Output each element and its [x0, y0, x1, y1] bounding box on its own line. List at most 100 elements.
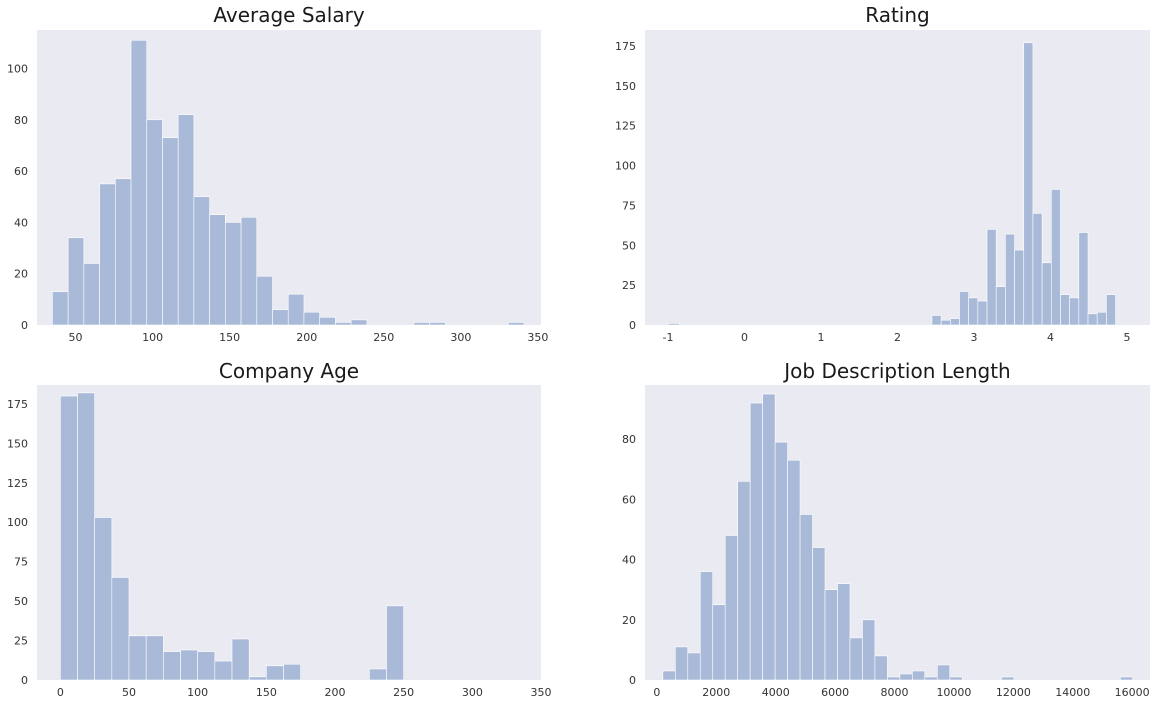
y-tick-label: 125 — [615, 120, 636, 133]
x-tick-label: 3 — [971, 331, 978, 344]
histogram-bar — [177, 114, 195, 326]
histogram-bar — [724, 535, 738, 681]
y-tick-label: 125 — [7, 477, 28, 490]
histogram-bar — [959, 291, 969, 326]
histogram-bar — [128, 635, 147, 681]
histogram-bar — [256, 275, 273, 326]
histogram-bar — [283, 663, 301, 681]
x-tick-label: 250 — [373, 331, 394, 344]
y-tick-label: 175 — [7, 398, 28, 411]
histogram-bar — [912, 670, 926, 681]
histogram-bar — [111, 577, 130, 681]
x-tick-label: 350 — [527, 331, 548, 344]
histogram-bar — [687, 652, 701, 681]
x-tick-label: 200 — [325, 686, 346, 699]
x-tick-label: 50 — [122, 686, 136, 699]
x-tick-label: 2 — [894, 331, 901, 344]
y-tick-label: 100 — [7, 516, 28, 529]
histogram-bar — [335, 322, 352, 326]
histogram-bar — [67, 237, 85, 326]
histogram-bar — [1087, 313, 1098, 326]
histogram-bar — [413, 322, 431, 326]
histogram-bar — [1069, 297, 1080, 326]
histogram-bar — [180, 649, 198, 681]
histogram-bar — [162, 137, 179, 326]
histogram-bar — [508, 322, 525, 326]
y-tick-label: 0 — [21, 674, 28, 687]
histogram-bar — [874, 655, 888, 681]
histogram-bar — [52, 291, 69, 326]
histogram-bar — [749, 402, 763, 681]
x-tick-label: 8000 — [881, 686, 909, 699]
y-tick-label: 60 — [14, 165, 28, 178]
panel-rating: Rating -1 0 1 2 3 4 5 0 25 50 75 100 125 150 175 — [600, 0, 1158, 350]
histogram-bar — [1050, 189, 1061, 326]
plot-area — [645, 30, 1150, 325]
histogram-bar — [1060, 294, 1070, 326]
y-tick-label: 50 — [14, 595, 28, 608]
panel-average-salary: Average Salary 50 100 150 200 250 300 350 0 20 40… — [0, 0, 560, 350]
histogram-average-salary: 50 100 150 200 250 300 350 0 20 40 60 80 100 — [7, 30, 548, 344]
y-tick-label: 0 — [21, 319, 28, 332]
histogram-bar — [60, 395, 78, 681]
y-tick-label: 20 — [622, 614, 636, 627]
histogram-bar — [774, 441, 788, 681]
histogram-bar — [1096, 311, 1107, 326]
y-tick-label: 0 — [629, 674, 636, 687]
y-tick-label: 175 — [615, 40, 636, 53]
y-tick-label: 40 — [14, 216, 28, 229]
y-tick-label: 100 — [615, 160, 636, 173]
histogram-bar — [1119, 676, 1134, 681]
histogram-bar — [924, 676, 938, 681]
histogram-bar — [272, 309, 289, 326]
histogram-bar — [887, 676, 901, 681]
histogram-bar — [193, 196, 210, 326]
x-tick-label: -1 — [662, 331, 673, 344]
x-tick-label: 4000 — [762, 686, 790, 699]
histogram-bar — [130, 39, 148, 326]
x-tick-label: 300 — [462, 686, 483, 699]
chart-title: Rating — [865, 3, 930, 27]
histogram-bar — [862, 619, 876, 681]
histogram-bar — [1005, 233, 1015, 326]
histogram-bar — [824, 589, 838, 681]
x-tick-label: 14000 — [1055, 686, 1090, 699]
y-tick-label: 25 — [14, 635, 28, 648]
histogram-bar — [319, 317, 336, 326]
y-tick-label: 40 — [622, 554, 636, 567]
x-tick-label: 10000 — [936, 686, 971, 699]
histogram-bar — [386, 605, 404, 681]
histogram-bar — [1001, 676, 1015, 681]
x-tick-label: 250 — [393, 686, 414, 699]
histogram-bar — [1106, 294, 1116, 326]
histogram-bar — [737, 481, 751, 681]
histogram-bar — [1023, 42, 1034, 326]
histogram-bar — [667, 323, 680, 326]
histogram-bar — [1078, 232, 1089, 326]
histogram-bar — [214, 660, 233, 681]
histogram-bar — [1041, 262, 1052, 326]
histogram-bar — [949, 676, 963, 681]
histogram-bar — [350, 319, 368, 326]
x-tick-label: 4 — [1047, 331, 1054, 344]
x-tick-label: 0 — [57, 686, 64, 699]
x-tick-label: 5 — [1124, 331, 1131, 344]
chart-title: Company Age — [218, 359, 360, 383]
x-tick-label: 300 — [450, 331, 471, 344]
histogram-bar — [240, 216, 258, 326]
x-tick-label: 150 — [219, 331, 240, 344]
x-tick-label: 200 — [296, 331, 317, 344]
histogram-bar — [762, 393, 776, 681]
histogram-bar — [94, 517, 113, 681]
histogram-bar — [145, 635, 164, 681]
histogram-bar — [849, 637, 863, 681]
y-tick-label: 60 — [622, 493, 636, 506]
histogram-job-description-length: 0 2000 4000 6000 8000 10000 12000 14000 16000 0 20… — [622, 385, 1150, 699]
y-tick-label: 20 — [14, 268, 28, 281]
histogram-bar — [146, 119, 163, 326]
histogram-bar — [699, 571, 714, 681]
histogram-bar — [197, 651, 216, 681]
histogram-bar — [163, 651, 181, 681]
histogram-bar — [675, 646, 689, 681]
